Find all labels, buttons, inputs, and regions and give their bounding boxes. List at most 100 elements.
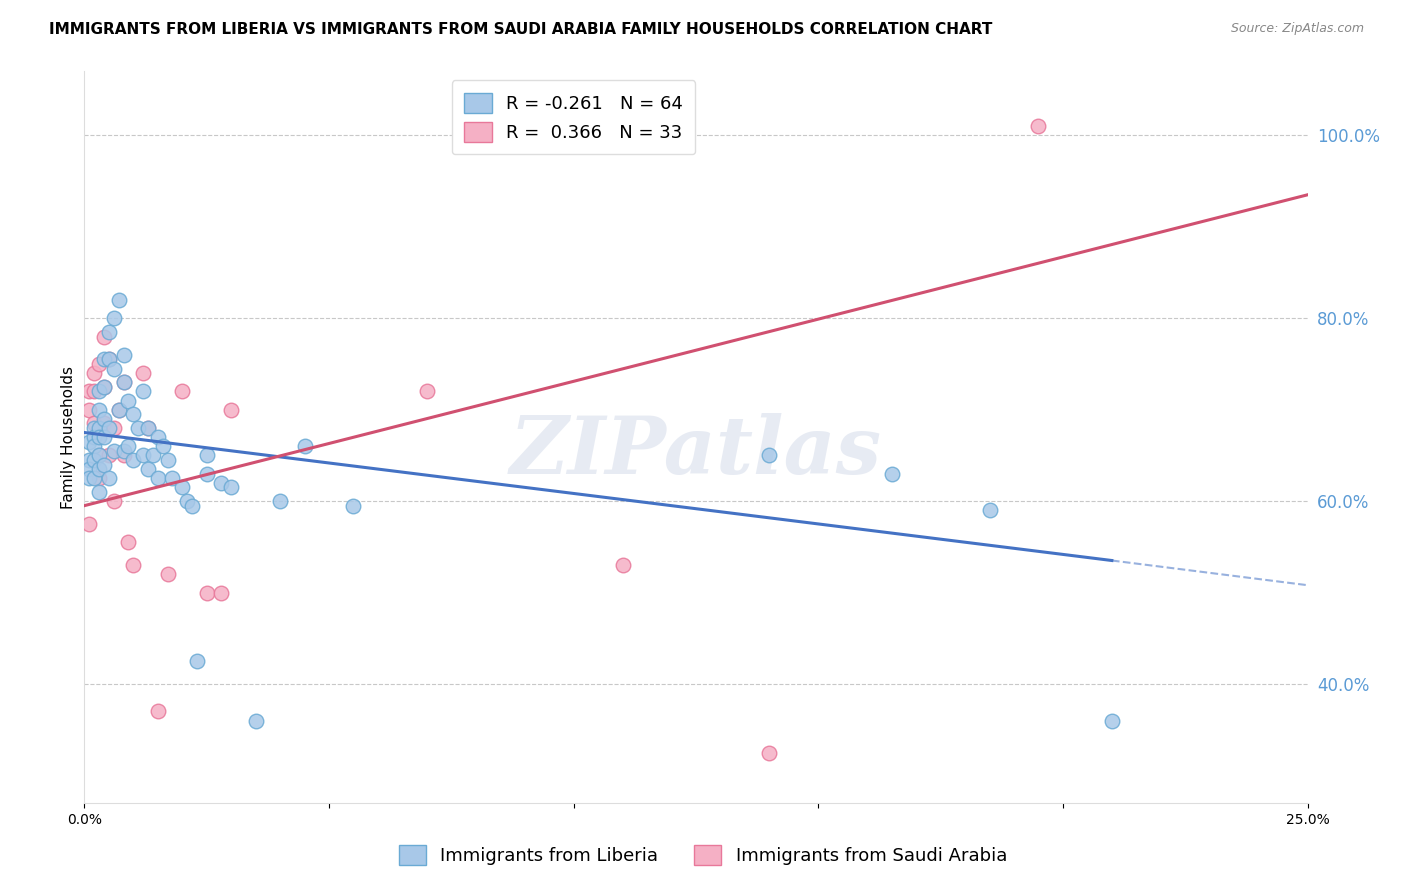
Point — [219, 480, 242, 494]
Point — [269, 494, 291, 508]
Point — [181, 499, 204, 513]
Point — [77, 453, 100, 467]
Point — [87, 448, 110, 462]
Point — [117, 393, 139, 408]
Point — [1101, 714, 1123, 728]
Point — [93, 329, 115, 343]
Point — [156, 453, 179, 467]
Point — [142, 448, 165, 462]
Point — [112, 375, 135, 389]
Point — [87, 448, 110, 462]
Point — [152, 439, 174, 453]
Point — [77, 462, 100, 476]
Point — [122, 558, 145, 573]
Point — [97, 352, 120, 367]
Point — [93, 380, 115, 394]
Point — [219, 402, 242, 417]
Point — [107, 293, 129, 307]
Point — [77, 402, 100, 417]
Point — [87, 421, 110, 435]
Point — [136, 462, 159, 476]
Point — [87, 402, 110, 417]
Point — [112, 448, 135, 462]
Point — [97, 471, 120, 485]
Point — [107, 402, 129, 417]
Point — [195, 448, 218, 462]
Point — [1028, 119, 1050, 133]
Point — [758, 746, 780, 760]
Point — [195, 467, 218, 481]
Text: Source: ZipAtlas.com: Source: ZipAtlas.com — [1230, 22, 1364, 36]
Point — [83, 439, 105, 453]
Point — [186, 654, 208, 668]
Point — [122, 453, 145, 467]
Point — [87, 471, 110, 485]
Point — [83, 430, 105, 444]
Point — [146, 705, 169, 719]
Point — [77, 384, 100, 399]
Point — [103, 443, 125, 458]
Point — [880, 467, 903, 481]
Point — [136, 421, 159, 435]
Legend: Immigrants from Liberia, Immigrants from Saudi Arabia: Immigrants from Liberia, Immigrants from… — [389, 836, 1017, 874]
Point — [93, 458, 115, 472]
Point — [416, 384, 439, 399]
Point — [209, 585, 232, 599]
Point — [93, 380, 115, 394]
Point — [83, 471, 105, 485]
Point — [97, 421, 120, 435]
Point — [294, 439, 316, 453]
Point — [146, 430, 169, 444]
Y-axis label: Family Households: Family Households — [60, 366, 76, 508]
Point — [93, 352, 115, 367]
Point — [103, 361, 125, 376]
Point — [93, 430, 115, 444]
Point — [979, 503, 1001, 517]
Point — [97, 325, 120, 339]
Point — [77, 434, 100, 449]
Point — [146, 471, 169, 485]
Legend: R = -0.261   N = 64, R =  0.366   N = 33: R = -0.261 N = 64, R = 0.366 N = 33 — [451, 80, 696, 154]
Point — [93, 417, 115, 431]
Point — [97, 352, 120, 367]
Point — [112, 443, 135, 458]
Point — [117, 535, 139, 549]
Point — [245, 714, 267, 728]
Point — [83, 366, 105, 380]
Point — [132, 448, 155, 462]
Point — [195, 585, 218, 599]
Point — [83, 384, 105, 399]
Point — [758, 448, 780, 462]
Point — [83, 421, 105, 435]
Point — [103, 311, 125, 326]
Text: ZIPatlas: ZIPatlas — [510, 413, 882, 491]
Point — [83, 453, 105, 467]
Point — [103, 421, 125, 435]
Point — [172, 480, 194, 494]
Point — [87, 357, 110, 371]
Point — [77, 471, 100, 485]
Point — [176, 494, 198, 508]
Point — [342, 499, 364, 513]
Text: IMMIGRANTS FROM LIBERIA VS IMMIGRANTS FROM SAUDI ARABIA FAMILY HOUSEHOLDS CORREL: IMMIGRANTS FROM LIBERIA VS IMMIGRANTS FR… — [49, 22, 993, 37]
Point — [107, 402, 129, 417]
Point — [97, 448, 120, 462]
Point — [172, 384, 194, 399]
Point — [87, 485, 110, 500]
Point — [103, 494, 125, 508]
Point — [136, 421, 159, 435]
Point — [112, 348, 135, 362]
Point — [87, 384, 110, 399]
Point — [127, 421, 149, 435]
Point — [132, 366, 155, 380]
Point — [112, 375, 135, 389]
Point — [209, 475, 232, 490]
Point — [612, 558, 634, 573]
Point — [162, 471, 184, 485]
Point — [87, 462, 110, 476]
Point — [77, 516, 100, 531]
Point — [156, 567, 179, 582]
Point — [132, 384, 155, 399]
Point — [83, 417, 105, 431]
Point — [122, 407, 145, 421]
